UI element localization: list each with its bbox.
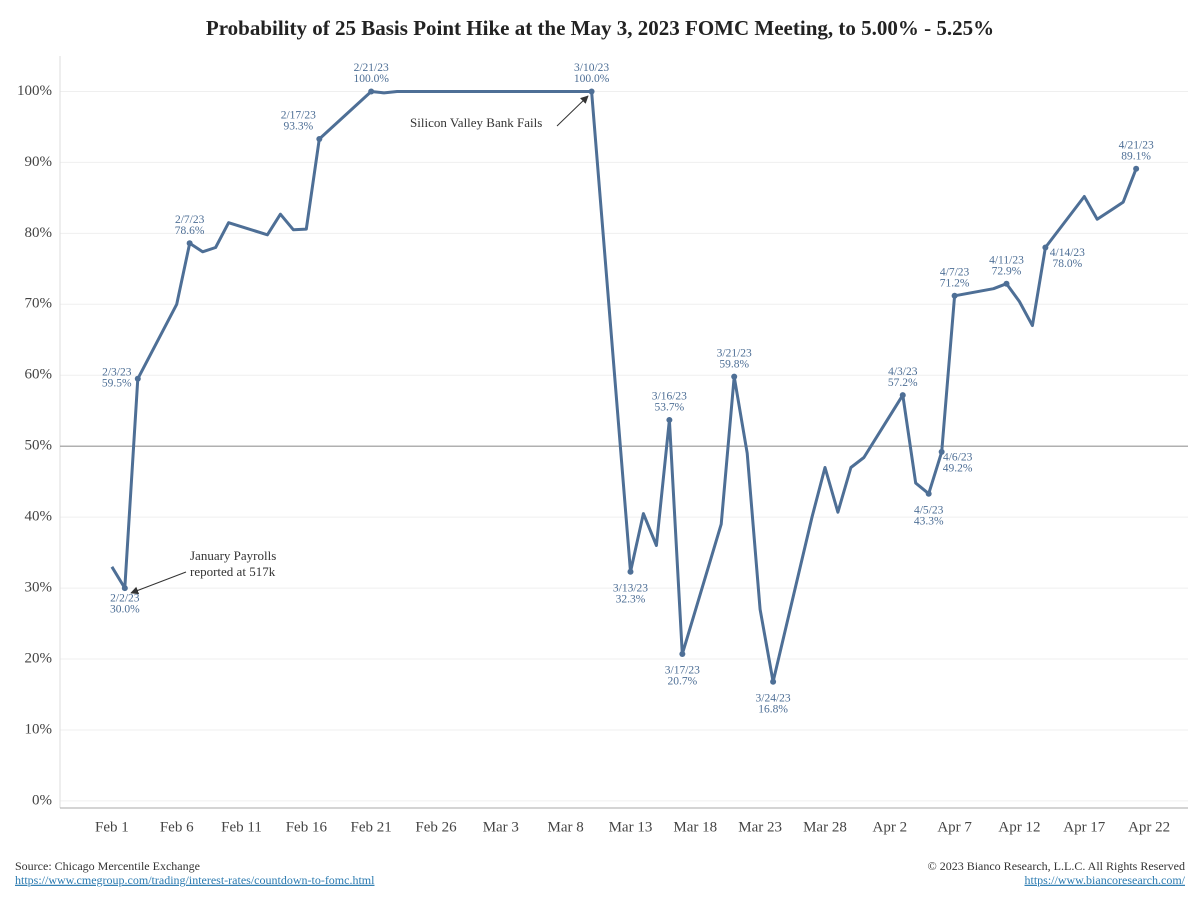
y-tick-label: 30% [25, 580, 53, 596]
date-label: 2/17/23 [281, 110, 316, 122]
date-label: 2/21/23 [354, 62, 389, 74]
chart-title: Probability of 25 Basis Point Hike at th… [206, 16, 994, 40]
point [368, 88, 375, 95]
value-label: 89.1% [1121, 150, 1151, 162]
date-label: 4/7/23 [940, 266, 970, 278]
annotation: reported at 517k [190, 564, 276, 579]
x-tick-label: Mar 13 [609, 819, 653, 835]
point [627, 568, 634, 575]
y-tick-label: 100% [17, 83, 52, 99]
annotation: January Payrolls [190, 548, 276, 563]
value-label: 43.3% [914, 515, 944, 527]
y-tick-label: 90% [25, 154, 53, 170]
y-tick-label: 70% [25, 296, 53, 312]
y-tick-label: 40% [25, 509, 53, 525]
x-tick-label: Mar 3 [483, 819, 519, 835]
date-label: 4/5/23 [914, 504, 944, 516]
value-label: 32.3% [616, 593, 646, 605]
value-label: 53.7% [655, 402, 685, 414]
value-label: 30.0% [110, 604, 140, 616]
value-label: 72.9% [992, 265, 1022, 277]
x-tick-label: Mar 8 [548, 819, 584, 835]
copyright: © 2023 Bianco Research, L.L.C. All Right… [928, 859, 1185, 873]
x-tick-label: Mar 23 [738, 819, 782, 835]
line [110, 90, 1138, 684]
value-label: 78.0% [1053, 258, 1083, 270]
point [731, 373, 738, 380]
value-label: 100.0% [353, 73, 389, 85]
y-tick-label: 10% [25, 721, 53, 737]
date-label: 4/11/23 [989, 254, 1024, 266]
x-tick-label: Apr 12 [998, 819, 1040, 835]
value-label: 59.5% [102, 377, 132, 389]
x-tick-label: Feb 6 [160, 819, 194, 835]
annotation: Silicon Valley Bank Fails [410, 115, 542, 130]
date-label: 4/21/23 [1119, 139, 1154, 151]
point [134, 375, 141, 382]
date-label: 4/3/23 [888, 366, 918, 378]
x-tick-label: Feb 1 [95, 819, 129, 835]
value-label: 71.2% [940, 277, 970, 289]
x-tick-label: Feb 11 [221, 819, 262, 835]
y-tick-label: 0% [32, 792, 52, 808]
date-label: 3/17/23 [665, 665, 700, 677]
point [666, 416, 673, 423]
value-label: 59.8% [719, 358, 749, 370]
annotation-arrow [130, 571, 187, 595]
point [899, 392, 906, 399]
date-label: 4/14/23 [1050, 247, 1085, 259]
source: Source: Chicago Mercentile Exchange [15, 859, 200, 873]
point [121, 585, 128, 592]
value-label: 49.2% [943, 463, 973, 475]
date-label: 2/3/23 [102, 366, 132, 378]
point [186, 240, 193, 247]
y-tick-label: 20% [25, 650, 53, 666]
point [1042, 244, 1049, 251]
x-tick-label: Apr 22 [1128, 819, 1170, 835]
source-link[interactable]: https://www.cmegroup.com/trading/interes… [15, 873, 375, 887]
date-label: 3/24/23 [756, 692, 791, 704]
date-label: 3/13/23 [613, 582, 648, 594]
y-tick-label: 50% [25, 438, 53, 454]
annotation-arrow [556, 95, 589, 127]
date-label: 2/7/23 [175, 214, 205, 226]
point [770, 678, 777, 685]
point [951, 292, 958, 299]
copyright-link[interactable]: https://www.biancoresearch.com/ [1024, 873, 1185, 887]
point [679, 651, 686, 658]
point [316, 136, 323, 143]
x-tick-label: Apr 2 [873, 819, 908, 835]
x-tick-label: Apr 17 [1063, 819, 1106, 835]
point [588, 88, 595, 95]
point [1003, 280, 1010, 287]
x-tick-label: Mar 18 [673, 819, 717, 835]
value-label: 100.0% [574, 73, 610, 85]
y-tick-label: 80% [25, 225, 53, 241]
date-label: 4/6/23 [943, 452, 973, 464]
date-label: 3/16/23 [652, 391, 687, 403]
point [1133, 165, 1140, 172]
x-tick-label: Feb 16 [286, 819, 328, 835]
date-label: 2/2/23 [110, 593, 140, 605]
value-label: 20.7% [667, 676, 697, 688]
date-label: 3/10/23 [574, 62, 609, 74]
date-label: 3/21/23 [717, 347, 752, 359]
value-label: 57.2% [888, 377, 918, 389]
point [925, 490, 932, 497]
y-tick-label: 60% [25, 367, 53, 383]
x-tick-label: Feb 21 [351, 819, 392, 835]
point [938, 448, 945, 455]
value-label: 93.3% [283, 121, 313, 133]
value-label: 78.6% [175, 225, 205, 237]
x-tick-label: Feb 26 [415, 819, 457, 835]
x-tick-label: Mar 28 [803, 819, 847, 835]
value-label: 16.8% [758, 703, 788, 715]
x-tick-label: Apr 7 [937, 819, 972, 835]
